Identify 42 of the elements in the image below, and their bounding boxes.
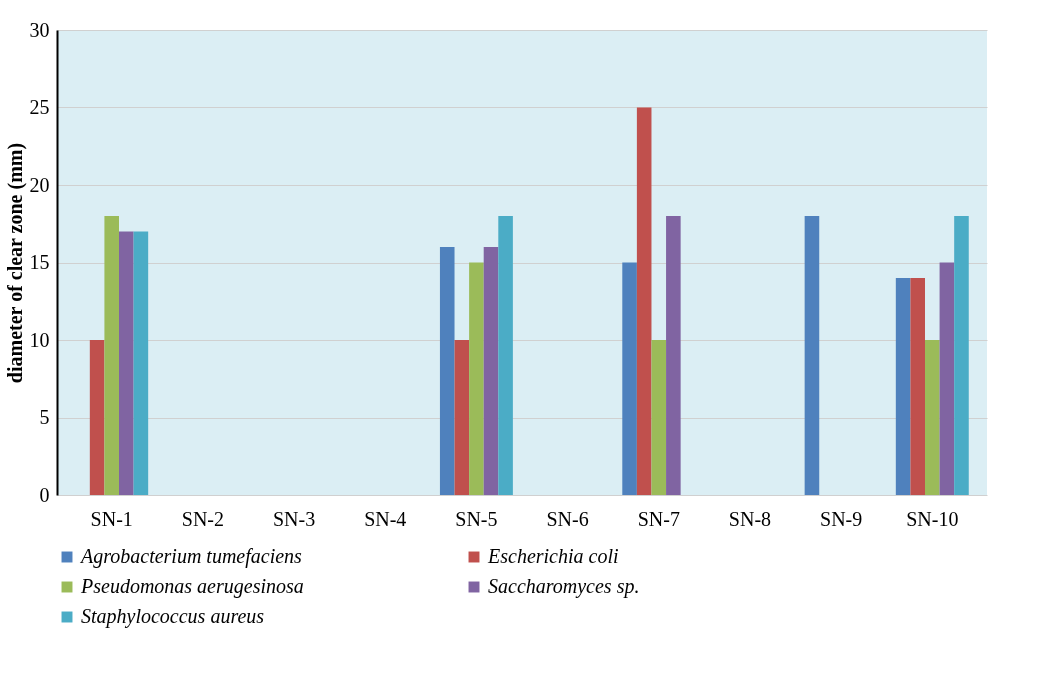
y-tick-label: 0 <box>39 483 50 506</box>
x-tick-label: SN-1 <box>90 507 133 530</box>
bar <box>483 247 499 495</box>
bar <box>636 107 652 495</box>
bar <box>925 340 940 495</box>
x-tick-label: SN-6 <box>546 507 589 530</box>
bar <box>954 216 969 495</box>
bar <box>454 340 470 495</box>
bar <box>910 278 925 495</box>
legend-label: Agrobacterium tumefaciens <box>79 545 303 568</box>
bar <box>104 216 119 495</box>
x-tick-label: SN-9 <box>820 507 863 530</box>
bar <box>469 262 484 495</box>
bar <box>439 247 455 495</box>
legend-label: Escherichia coli <box>487 545 619 567</box>
x-tick-label: SN-8 <box>728 507 772 530</box>
y-tick-label: 30 <box>29 18 50 41</box>
bar <box>119 231 134 495</box>
bar <box>498 216 513 495</box>
y-tick-label: 15 <box>29 251 50 273</box>
x-tick-label: SN-7 <box>637 507 680 530</box>
legend-label: Staphylococcus aureus <box>81 605 265 628</box>
bar <box>89 340 105 495</box>
bar <box>133 231 149 495</box>
y-axis-title: diameter of clear zone (mm) <box>3 142 27 384</box>
y-tick-label: 5 <box>39 406 50 428</box>
x-tick-label: SN-4 <box>364 507 407 530</box>
y-tick-label: 25 <box>29 96 50 118</box>
bar <box>895 278 911 495</box>
y-tick-label: 10 <box>29 328 50 351</box>
x-tick-label: SN-5 <box>455 507 498 530</box>
legend-label: Pseudomonas aerugesinosa <box>80 575 304 598</box>
x-tick-label: SN-3 <box>272 507 316 530</box>
bar <box>622 262 637 495</box>
bar <box>651 340 667 495</box>
x-tick-label: SN-10 <box>906 507 959 530</box>
bar <box>666 216 681 495</box>
x-tick-label: SN-2 <box>181 507 224 530</box>
bar <box>939 262 955 495</box>
legend-label: Saccharomyces sp. <box>488 575 640 598</box>
y-tick-label: 20 <box>29 173 50 196</box>
bar <box>804 216 820 495</box>
